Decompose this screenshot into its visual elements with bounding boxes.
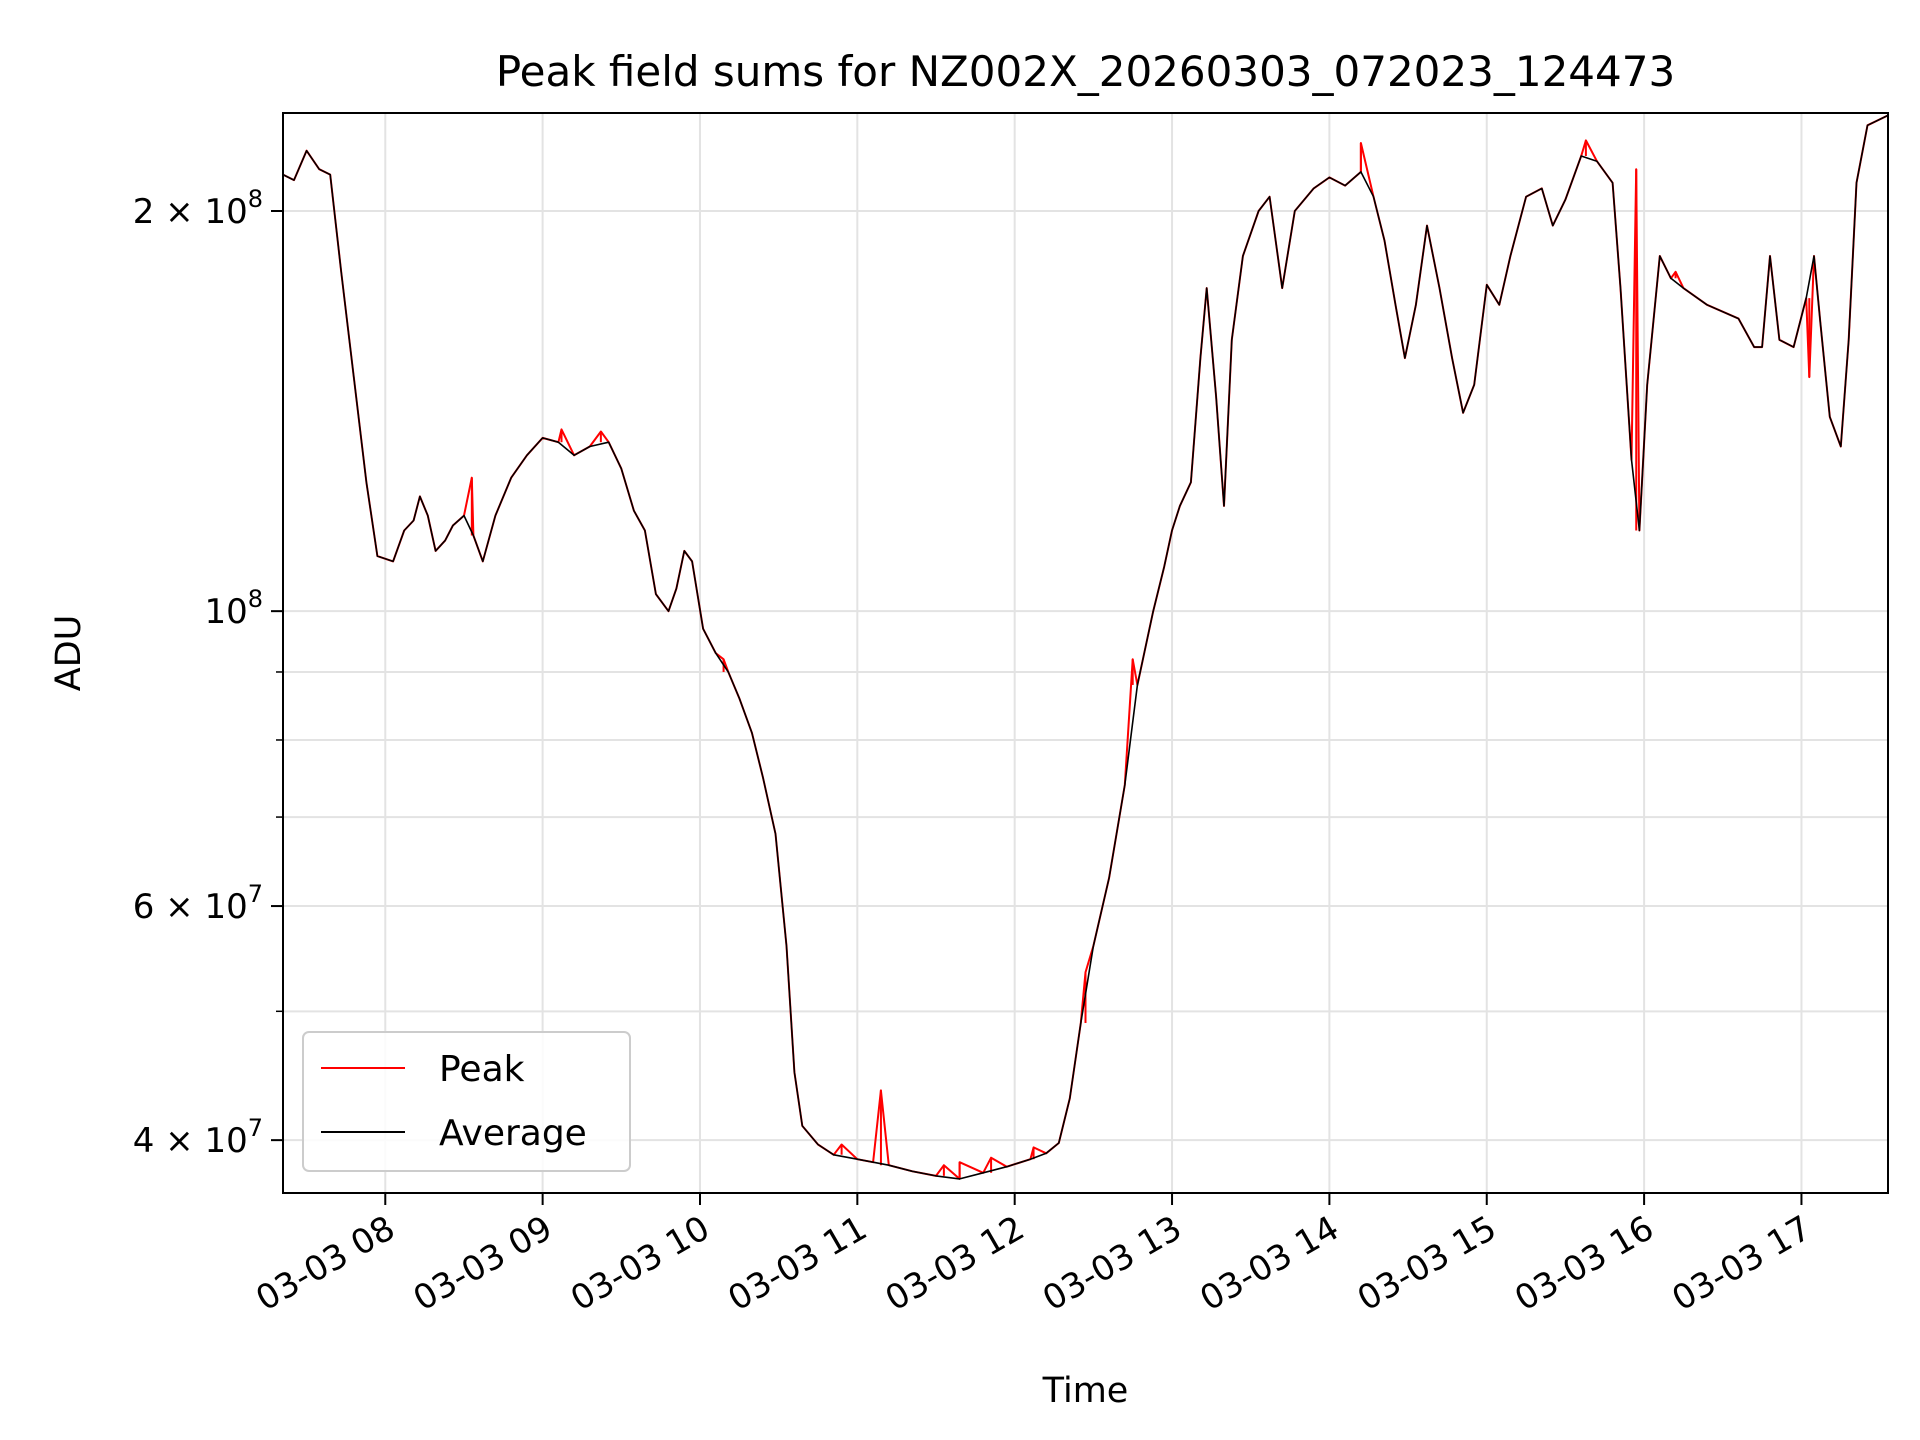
series-average-line xyxy=(282,114,1889,1180)
y-tick-label: 2 × 108 xyxy=(133,185,263,232)
y-tick-base: 10 xyxy=(204,592,247,632)
y-tick-label: 6 × 107 xyxy=(133,880,263,927)
y-tick-exponent: 8 xyxy=(248,185,263,213)
x-axis-title: Time xyxy=(1042,1371,1129,1411)
y-tick-times: × 10 xyxy=(154,1121,247,1161)
legend-label-average: Average xyxy=(439,1113,587,1154)
y-tick-mantissa: 2 xyxy=(133,192,155,232)
plot-area xyxy=(282,114,1889,1180)
y-tick-label: 108 xyxy=(204,585,263,632)
y-tick-times: × 10 xyxy=(154,192,247,232)
legend: Peak Average xyxy=(302,1031,631,1172)
y-tick-label: 4 × 107 xyxy=(133,1114,263,1161)
y-axis-title: ADU xyxy=(49,615,89,692)
axes-frame xyxy=(282,112,1889,1194)
legend-box xyxy=(302,1031,631,1172)
y-tick-exponent: 7 xyxy=(248,880,263,908)
y-tick-exponent: 7 xyxy=(248,1114,263,1142)
y-tick-times: × 10 xyxy=(154,887,247,927)
legend-label-peak: Peak xyxy=(439,1049,525,1090)
y-tick-mantissa: 6 xyxy=(133,887,155,927)
y-tick-mantissa: 4 xyxy=(133,1121,155,1161)
y-tick-exponent: 8 xyxy=(248,585,263,613)
chart-title: Peak field sums for NZ002X_20260303_0720… xyxy=(496,47,1675,96)
